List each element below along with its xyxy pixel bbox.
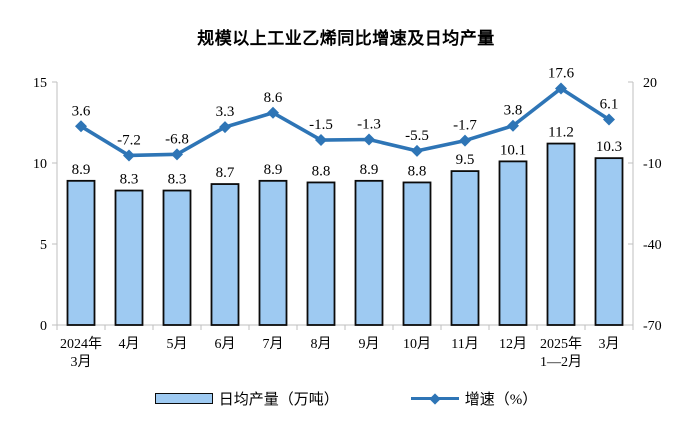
legend-label-production: 日均产量（万吨）: [218, 392, 339, 408]
bar: [450, 170, 480, 326]
x-tick-label: 8月: [311, 336, 332, 352]
line-marker: [171, 148, 183, 161]
line-swatch-icon: [410, 392, 459, 405]
bar: [306, 181, 336, 326]
growth-line: [80, 86, 610, 158]
bar: [498, 160, 528, 326]
line-label: 3.8: [504, 103, 523, 119]
chart-legend: 日均产量（万吨） 增速（%）: [0, 375, 692, 433]
line-label: -1.5: [309, 117, 333, 133]
y-axis-right-tick-label: 20: [643, 76, 657, 91]
x-tick-label: 9月: [359, 336, 380, 352]
bar: [258, 179, 288, 326]
y-axis-right-tick-label: -40: [643, 238, 662, 253]
bar-label: 11.2: [548, 125, 574, 141]
line-label: -1.7: [453, 118, 477, 134]
line-label: 3.3: [216, 104, 235, 120]
bar-label: 8.9: [360, 162, 379, 178]
bar: [546, 142, 576, 326]
y-axis-left-tick-label: 0: [40, 319, 47, 334]
x-tick-label: 3月: [71, 354, 92, 370]
x-tick-label: 12月: [499, 336, 527, 352]
bar: [402, 181, 432, 326]
line-label: 3.6: [72, 103, 91, 119]
x-tick-label: 10月: [403, 336, 431, 352]
line-label: -7.2: [117, 132, 141, 148]
bar-label: 8.8: [312, 163, 331, 179]
line-marker: [267, 106, 279, 119]
chart-title: 规模以上工业乙烯同比增速及日均产量: [197, 29, 495, 48]
bar-label: 8.8: [408, 163, 427, 179]
bar: [66, 179, 96, 326]
bar-label: 10.3: [596, 139, 622, 155]
line-marker: [219, 121, 231, 134]
y-axis-left-tick-label: 15: [33, 76, 47, 91]
line-marker: [363, 133, 375, 146]
y-axis-left-tick-label: 5: [40, 238, 47, 253]
bar: [354, 179, 384, 326]
line-marker: [123, 149, 135, 162]
x-tick-label: 2025年: [540, 336, 582, 352]
line-marker: [459, 134, 471, 147]
bar-label: 8.3: [120, 172, 139, 188]
x-tick-label: 3月: [599, 336, 620, 352]
chart-canvas: 15 10 5 0 20 -10 -40 -70 8.9 8.3 8.3 8.7 8.9 8.8 8.9 8.…: [33, 65, 662, 370]
y-axis-right-tick-label: -10: [643, 157, 662, 172]
x-tick-label: 1—2月: [540, 354, 582, 370]
bar-swatch-icon: [154, 393, 213, 404]
line-label: -5.5: [405, 128, 429, 144]
x-tick-label: 7月: [263, 336, 284, 352]
line-label: 8.6: [264, 90, 283, 106]
line-label: -1.3: [357, 117, 381, 133]
line-marker: [507, 119, 519, 132]
line-label: -6.8: [165, 131, 189, 147]
bar-label: 8.9: [72, 162, 91, 178]
y-axis-left-tick-label: 10: [33, 157, 47, 172]
x-tick-label: 11月: [451, 336, 478, 352]
line-label: 17.6: [548, 65, 575, 81]
bar: [210, 183, 240, 326]
line-marker: [315, 134, 327, 147]
legend-item-production: 日均产量（万吨）: [154, 388, 339, 409]
bar-label: 10.1: [500, 142, 526, 158]
bar-label: 8.3: [168, 172, 187, 188]
x-tick-label: 2024年: [60, 336, 102, 352]
legend-label-growth: 增速（%）: [464, 392, 538, 408]
line-label: 6.1: [600, 97, 619, 113]
x-tick-label: 5月: [167, 336, 188, 352]
y-axis-right-tick-label: -70: [643, 319, 662, 334]
bar: [162, 189, 192, 326]
bar-label: 8.7: [216, 165, 235, 181]
bar: [114, 189, 144, 326]
line-marker: [603, 113, 615, 126]
bar-label: 9.5: [456, 152, 475, 168]
bar-label: 8.9: [264, 162, 283, 178]
line-marker: [555, 82, 567, 95]
bar: [594, 157, 624, 326]
x-tick-label: 6月: [215, 336, 236, 352]
legend-item-growth: 增速（%）: [410, 388, 538, 409]
x-tick-label: 4月: [119, 336, 140, 352]
line-marker: [411, 144, 423, 157]
line-marker: [75, 120, 87, 133]
